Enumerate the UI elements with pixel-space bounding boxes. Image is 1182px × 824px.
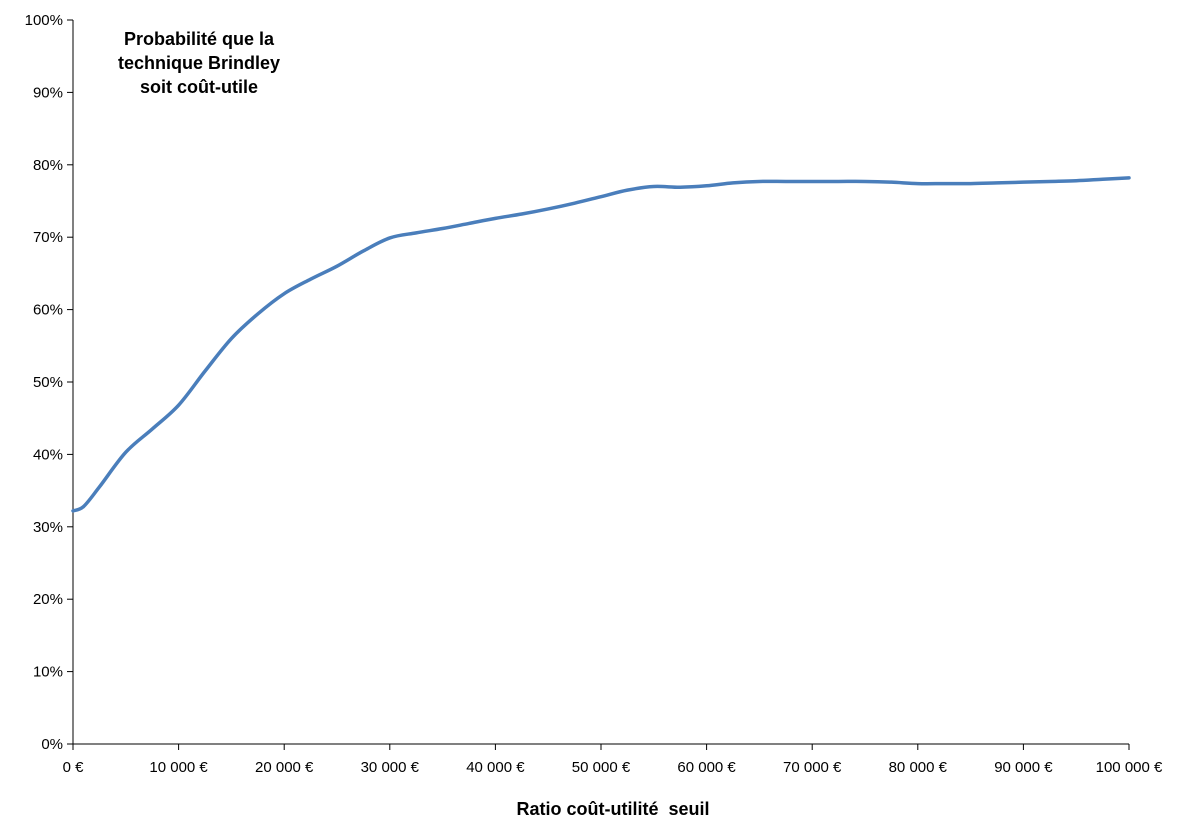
y-tick-label: 60% [33, 302, 63, 319]
series-line [71, 176, 1131, 513]
y-tick-label: 50% [33, 374, 63, 391]
y-tick-label: 10% [33, 664, 63, 681]
x-tick-label: 90 000 € [994, 759, 1053, 776]
y-tick-label: 80% [33, 157, 63, 174]
x-axis-title: Ratio coût-utilité seuil [516, 799, 709, 819]
y-tick-label: 20% [33, 591, 63, 608]
y-tick-label: 0% [41, 736, 63, 753]
x-tick-label: 30 000 € [361, 759, 420, 776]
y-tick-label: 40% [33, 446, 63, 463]
chart-title-line-3: soit coût-utile [140, 77, 258, 97]
x-tick-label: 100 000 € [1096, 759, 1163, 776]
x-tick-label: 50 000 € [572, 759, 631, 776]
y-tick-label: 90% [33, 84, 63, 101]
y-axis: 0% 10% 20% 30% 40% 50% 60% 70% 80% 90% 100% [25, 12, 74, 753]
y-tick-label: 30% [33, 519, 63, 536]
x-tick-label: 20 000 € [255, 759, 314, 776]
y-tick-label: 70% [33, 229, 63, 246]
chart-title-line-1: Probabilité que la [124, 29, 275, 49]
x-tick-label: 70 000 € [783, 759, 842, 776]
x-tick-label: 40 000 € [466, 759, 525, 776]
x-tick-label: 60 000 € [677, 759, 736, 776]
x-tick-label: 10 000 € [149, 759, 208, 776]
chart-title-line-2: technique Brindley [118, 53, 280, 73]
x-tick-label: 0 € [63, 759, 85, 776]
series-layer [71, 176, 1131, 513]
x-axis: 0 € 10 000 € 20 000 € 30 000 € 40 000 € 50 00… [63, 743, 1163, 776]
x-tick-label: 80 000 € [889, 759, 948, 776]
y-tick-label: 100% [25, 12, 63, 29]
